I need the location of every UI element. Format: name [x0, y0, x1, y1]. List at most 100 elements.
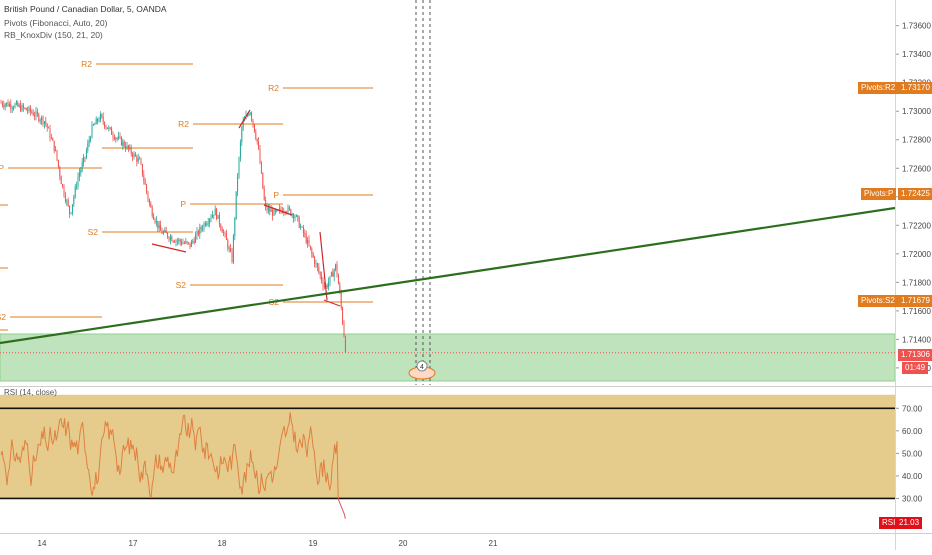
candle-body	[60, 176, 62, 185]
candle-body	[199, 227, 201, 235]
event-badge-bubble[interactable]	[416, 360, 428, 372]
candle-body	[155, 220, 157, 223]
candle-body	[154, 219, 156, 223]
indicator-pivots-label[interactable]: Pivots (Fibonacci, Auto, 20)	[4, 18, 108, 28]
divergence-line-2[interactable]	[238, 109, 251, 129]
candle-body	[326, 285, 328, 287]
candle-body	[321, 275, 323, 281]
candle-body	[48, 127, 50, 129]
candle-body	[113, 136, 115, 140]
candle-body	[253, 124, 255, 132]
candle-body	[300, 226, 302, 228]
candle-body	[258, 141, 260, 149]
candle-body	[330, 272, 332, 277]
candle-body	[118, 136, 120, 139]
candle-body	[265, 199, 267, 207]
candle-body	[316, 263, 318, 268]
candle-body	[52, 138, 54, 141]
candle-body	[28, 107, 30, 111]
candle-body	[276, 209, 278, 212]
candle-body	[13, 107, 15, 109]
candle-body	[46, 123, 48, 128]
candle-body	[237, 177, 239, 192]
candle-body	[182, 242, 184, 244]
divergence-line-4[interactable]	[323, 299, 341, 307]
candle-body	[224, 232, 226, 234]
candle-body	[305, 234, 307, 243]
candle-body	[165, 230, 167, 234]
candle-body	[301, 226, 303, 228]
candle-body	[234, 218, 236, 236]
pivot-s2-tag-label: Pivots:S2	[858, 295, 898, 307]
candle-body	[85, 150, 87, 158]
candle-body	[134, 153, 136, 157]
candle-body	[160, 225, 162, 231]
candle-body	[337, 274, 339, 285]
candle-body	[127, 145, 129, 149]
candle-body	[4, 104, 6, 107]
symbol-title[interactable]: British Pound / Canadian Dollar, 5, OAND…	[4, 4, 167, 14]
candle-body	[81, 162, 83, 170]
rsi-indicator-label[interactable]: RSI (14, close)	[4, 388, 57, 397]
candle-body	[70, 212, 72, 214]
pivot-label-2: R2	[268, 83, 279, 93]
candle-body	[43, 121, 45, 124]
candle-body	[146, 184, 148, 193]
price-axis-label-9: 1.71800	[902, 278, 931, 287]
candle-body	[244, 118, 246, 122]
divergence-line-5[interactable]	[319, 231, 328, 301]
candle-body	[291, 214, 293, 216]
indicator-knoxdiv-label[interactable]: RB_KnoxDiv (150, 21, 20)	[4, 30, 103, 40]
candle-body	[94, 124, 96, 125]
candle-body	[171, 236, 173, 241]
pivot-r2-tag-value: 1.73170	[898, 82, 932, 94]
candle-body	[218, 214, 220, 225]
candle-body	[193, 241, 195, 243]
price-axis-label-11: 1.71400	[902, 335, 931, 344]
candle-body	[228, 248, 230, 250]
price-axis-label-0: 1.73600	[902, 22, 931, 31]
candle-body	[270, 210, 272, 212]
divergence-line-3[interactable]	[263, 204, 293, 216]
candle-body	[73, 196, 75, 205]
trendline[interactable]	[0, 206, 896, 345]
candle-body	[133, 153, 135, 158]
candle-body	[307, 240, 309, 243]
candle-body	[147, 192, 149, 200]
candle-body	[336, 264, 338, 275]
candle-body	[297, 215, 299, 218]
candle-body	[11, 107, 13, 109]
candle-body	[35, 111, 37, 117]
candle-body	[308, 240, 310, 246]
support-zone[interactable]	[0, 333, 896, 382]
candle-body	[78, 173, 80, 177]
candle-body	[167, 233, 169, 238]
candle-body	[143, 175, 145, 181]
rsi-oversold-segment	[337, 498, 346, 519]
candle-body	[190, 241, 192, 247]
candle-body	[238, 157, 240, 178]
candle-body	[18, 104, 20, 107]
pivot-p-tag-label: Pivots:P	[861, 188, 897, 200]
time-axis-label-18: 18	[218, 539, 227, 548]
candle-body	[115, 137, 117, 140]
candle-body	[136, 156, 138, 162]
candle-body	[221, 228, 223, 233]
candle-body	[214, 208, 216, 216]
candle-body	[223, 232, 225, 234]
candle-body	[195, 235, 197, 243]
candle-body	[168, 237, 170, 240]
candle-body	[153, 216, 155, 220]
bar-countdown-tag: 01:49	[902, 362, 929, 374]
candle-body	[332, 272, 334, 277]
divergence-line-1[interactable]	[151, 243, 187, 253]
candle-body	[267, 208, 269, 211]
last-price-tag: 1.71306	[898, 349, 932, 361]
price-axis-divider	[895, 0, 896, 550]
candle-body	[77, 176, 79, 187]
time-axis-label-19: 19	[309, 539, 318, 548]
candle-body	[129, 147, 131, 149]
candle-body	[249, 112, 251, 115]
